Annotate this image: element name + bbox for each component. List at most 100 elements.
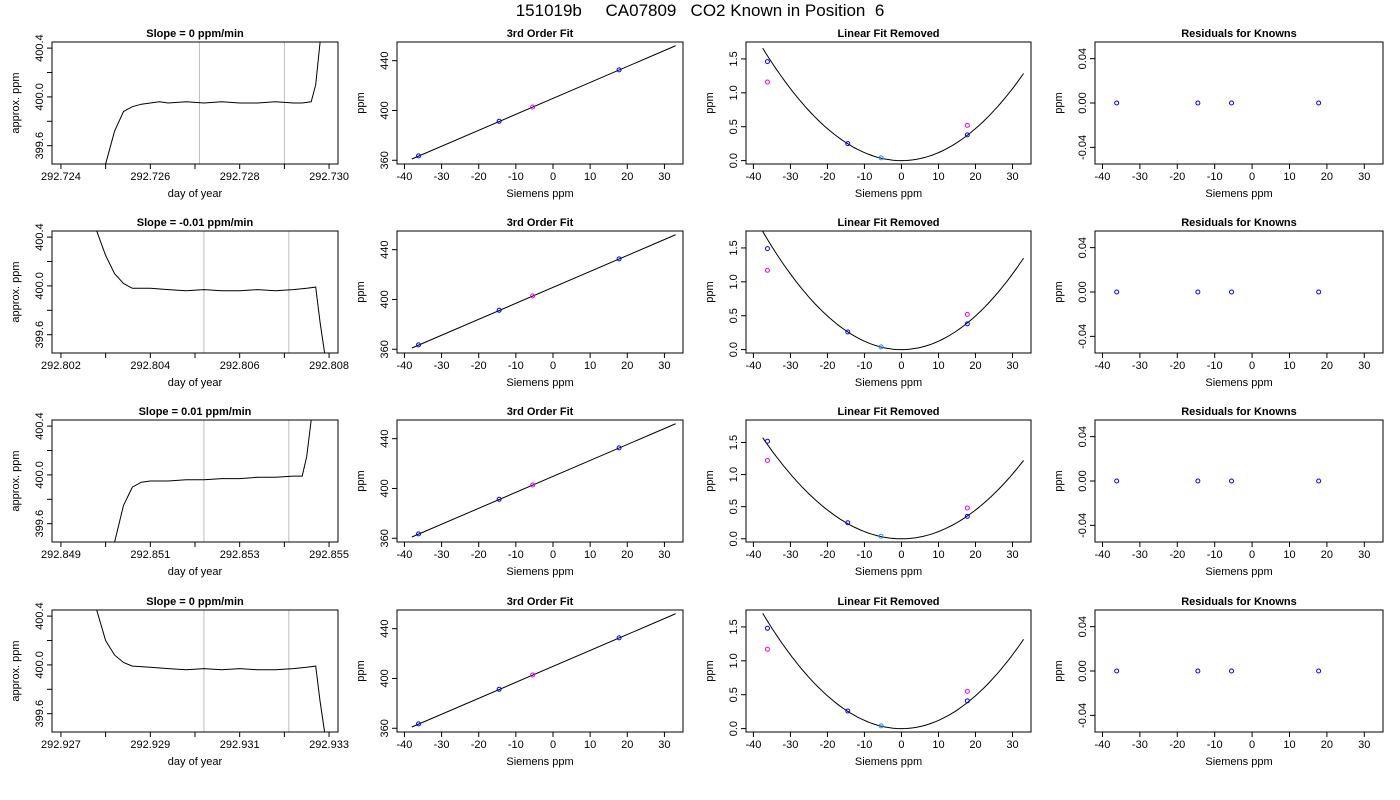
x-tick-label: 30 [1358, 739, 1370, 751]
x-axis-label: Siemens ppm [855, 377, 922, 389]
plot-area [411, 234, 676, 349]
x-tick-label: 20 [621, 739, 633, 751]
y-tick-label: 1.0 [728, 274, 740, 289]
x-tick-label: -10 [856, 171, 872, 183]
y-tick-label: 360 [379, 529, 391, 547]
y-tick-label: 1.5 [728, 435, 740, 450]
x-tick-label: 20 [969, 549, 981, 561]
panel-title: Residuals for Knowns [1181, 596, 1297, 608]
y-tick-label: 0.5 [728, 687, 740, 702]
panel-3-2: 3rd Order Fit -40 -30 -20 -10 0 10 20 30 360 400 44… [355, 406, 684, 578]
x-tick-label: -30 [782, 739, 798, 751]
x-tick-label: 10 [932, 739, 944, 751]
plot-frame [396, 230, 684, 354]
y-tick-label: 400.0 [34, 651, 46, 679]
y-tick-label: 0.5 [728, 308, 740, 323]
data-point [1114, 100, 1120, 106]
panel-title: 3rd Order Fit [507, 217, 574, 229]
data-point [616, 256, 622, 262]
x-tick-label: 0 [550, 360, 556, 372]
x-tick-label: -30 [434, 549, 450, 561]
data-point [764, 625, 770, 631]
y-tick-label: 0.0 [728, 342, 740, 357]
y-tick-label: 400.0 [34, 272, 46, 300]
x-tick-label: 292.728 [220, 171, 260, 183]
plot-area [1114, 478, 1322, 484]
x-tick-label: -20 [1169, 549, 1185, 561]
y-axis-label: approx. ppm [10, 72, 22, 133]
x-tick-label: -40 [396, 739, 412, 751]
x-axis-label: Siemens ppm [506, 566, 573, 578]
x-tick-label: 10 [932, 171, 944, 183]
x-tick-label: -20 [1169, 171, 1185, 183]
x-tick-label: -20 [1169, 739, 1185, 751]
x-tick-label: -10 [856, 739, 872, 751]
plot-frame [51, 230, 339, 354]
panel-1-1: Slope = 0 ppm/min 292.724 292.726 292.728 29… [10, 28, 349, 200]
panel-4-3: Linear Fit Removed -40 -30 -20 -10 0 10 20 30 0.0… [704, 596, 1032, 768]
x-tick-label: 292.927 [41, 739, 81, 751]
x-tick-label: -40 [396, 549, 412, 561]
x-tick-label: 10 [1283, 549, 1295, 561]
data-point [616, 67, 622, 73]
y-tick-label: 1.5 [728, 240, 740, 255]
data-point [1195, 289, 1201, 295]
panel-title: Residuals for Knowns [1181, 217, 1297, 229]
data-point [878, 533, 884, 539]
data-point [845, 708, 851, 714]
y-tick-label: 360 [379, 151, 391, 169]
x-tick-label: 20 [969, 739, 981, 751]
y-tick-label: 0.00 [1077, 281, 1089, 302]
x-tick-label: 0 [1249, 739, 1255, 751]
y-tick-label: 1.5 [728, 619, 740, 634]
fit-curve [762, 437, 1024, 540]
y-tick-label: 399.6 [34, 321, 46, 349]
x-tick-label: -30 [782, 549, 798, 561]
y-tick-label: 0.5 [728, 499, 740, 514]
x-tick-label: -20 [471, 171, 487, 183]
data-point [764, 59, 770, 65]
data-point [964, 505, 970, 511]
x-tick-label: -10 [1207, 171, 1223, 183]
y-axis-label: ppm [704, 281, 716, 302]
x-tick-label: -20 [819, 360, 835, 372]
panel-title: Slope = 0 ppm/min [146, 28, 244, 40]
plot-frame [396, 41, 684, 165]
data-point [1229, 668, 1235, 674]
data-point [1229, 100, 1235, 106]
x-tick-label: -40 [745, 171, 761, 183]
x-tick-label: -40 [1095, 171, 1111, 183]
plot-frame [396, 419, 684, 543]
y-tick-label: 440 [379, 51, 391, 69]
x-tick-label: 0 [898, 171, 904, 183]
data-point [964, 311, 970, 317]
x-axis-label: Siemens ppm [855, 566, 922, 578]
x-tick-label: 10 [584, 360, 596, 372]
fit-curve [762, 231, 1025, 351]
data-point [1195, 100, 1201, 106]
plot-frame [1094, 419, 1384, 543]
x-tick-label: -10 [856, 360, 872, 372]
x-tick-label: 30 [1006, 549, 1018, 561]
x-tick-label: 30 [1006, 739, 1018, 751]
plot-frame [1094, 230, 1384, 354]
data-point [616, 445, 622, 451]
x-tick-label: 292.804 [130, 360, 170, 372]
panel-title: Slope = 0 ppm/min [146, 596, 244, 608]
panel-3-3: Linear Fit Removed -40 -30 -20 -10 0 10 20 30 0.0… [704, 406, 1032, 578]
data-point [878, 723, 884, 729]
panel-3-1: Slope = 0.01 ppm/min 292.849 292.851 292.85… [10, 406, 349, 578]
data-point [530, 482, 536, 488]
panel-title: Linear Fit Removed [837, 406, 939, 418]
panel-title: Slope = -0.01 ppm/min [137, 217, 254, 229]
x-tick-label: -10 [856, 549, 872, 561]
y-tick-label: 0.0 [728, 153, 740, 168]
x-tick-label: 292.933 [309, 739, 349, 751]
x-tick-label: 10 [584, 739, 596, 751]
x-tick-label: -40 [745, 360, 761, 372]
plot-area [411, 45, 676, 160]
x-tick-label: 30 [1358, 360, 1370, 372]
x-tick-label: 30 [658, 171, 670, 183]
data-point [496, 496, 502, 502]
